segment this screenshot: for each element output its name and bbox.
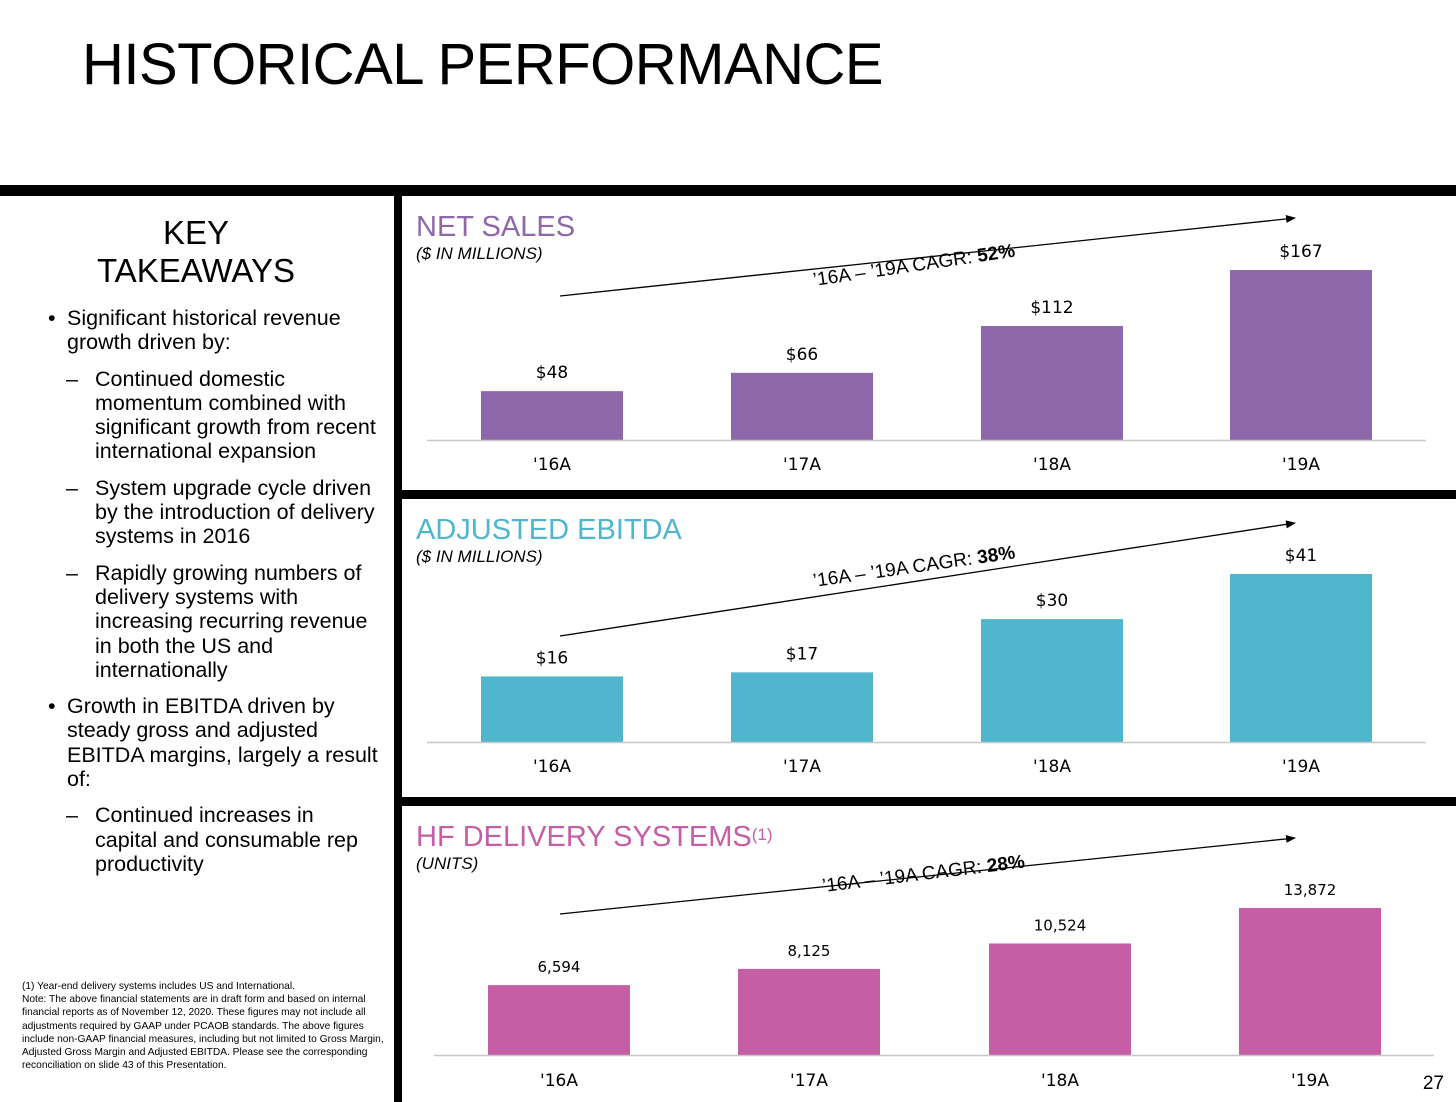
bar-18A [989,943,1131,1055]
page-title: HISTORICAL PERFORMANCE [82,32,884,97]
footnote: (1) Year-end delivery systems includes U… [22,981,384,1072]
category-tick-label: '18A [1041,1071,1079,1091]
dash-marker: – [66,475,78,500]
chart-plot: 6,594 '16A 8,125 '17A 10,524 '18A 13,872 '19A ’1… [434,834,1434,1091]
page-number: 27 [1422,1073,1444,1094]
bar-19A [1230,574,1372,742]
bar-16A [481,391,623,440]
category-tick-label: '16A [540,1071,578,1091]
sub-bullet-item: – Continued increases in capital and cons… [28,803,378,876]
dash-marker: – [66,366,78,391]
cagr-annotation: ’16A – ’19A CAGR: 28% [821,852,1026,897]
bar-16A [488,985,630,1055]
category-tick-label: '17A [783,757,821,777]
bullet-text: System upgrade cycle driven by the intro… [95,475,375,549]
sub-bullet-item: – System upgrade cycle driven by the intr… [28,476,378,549]
cagr-arrow [559,520,1296,637]
bar-17A [731,672,873,742]
key-takeaways-panel: KEY TAKEAWAYS • Significant historical re… [0,196,396,1102]
chart-plot: $48 '16A $66 '17A $112 '18A $167 '19A ’16A – ’19… [427,214,1426,475]
data-label: 13,872 [1284,881,1337,899]
chart-title-superscript: (1) [751,825,773,844]
chart-title: HF DELIVERY SYSTEMS(1) [416,821,773,853]
bullet-text: Growth in EBITDA driven by steady gross … [67,694,378,792]
dash-marker: – [66,803,78,828]
key-takeaways-title-line2: TAKEAWAYS [96,252,296,289]
top-divider [0,185,1456,196]
chart-subtitle: ($ IN MILLIONS) [416,244,543,263]
bar-19A [1239,908,1381,1055]
data-label: $167 [1279,242,1322,262]
category-tick-label: '17A [790,1071,828,1091]
data-label: $41 [1285,546,1317,566]
dash-marker: – [66,560,78,585]
bar-17A [731,372,873,440]
chart-plot: $16 '16A $17 '17A $30 '18A $41 '19A ’16A – ’19A … [427,520,1426,777]
chart-divider-2 [394,797,1456,806]
data-label: $112 [1030,298,1073,318]
sub-bullet-item: – Continued domestic momentum combined wi… [28,367,378,464]
bullet-marker: • [48,694,56,719]
adjusted-ebitda-chart: $16 '16A $17 '17A $30 '18A $41 '19A ’16A – ’19A … [402,499,1456,797]
net-sales-chart: $48 '16A $66 '17A $112 '18A $167 '19A ’16A – ’19… [402,196,1456,490]
data-label: $17 [786,644,818,664]
cagr-value: 28% [986,852,1026,877]
data-label: 6,594 [538,958,581,976]
hf-delivery-systems-chart: 6,594 '16A 8,125 '17A 10,524 '18A 13,872 '19A ’1… [402,806,1456,1102]
bullet-text: Significant historical revenue growth dr… [67,306,341,355]
cagr-arrow [559,214,1296,297]
key-takeaways-title-line1: KEY [162,214,230,251]
category-tick-label: '18A [1033,455,1071,475]
chart-title: NET SALES [416,211,576,243]
sub-bullet-item: – Rapidly growing numbers of delivery sys… [28,561,378,682]
cagr-annotation: ’16A – ’19A CAGR: 52% [812,241,1017,291]
data-label: $48 [536,363,568,383]
chart-subtitle: ($ IN MILLIONS) [416,547,543,566]
bullet-text: Continued increases in capital and consu… [95,803,358,876]
cagr-label: ’16A – ’19A CAGR: [812,246,979,291]
bar-16A [481,676,623,742]
category-tick-label: '19A [1291,1071,1329,1091]
cagr-label: ’16A – ’19A CAGR: [812,548,979,592]
bar-18A [981,619,1123,742]
data-label: $30 [1036,591,1068,611]
category-tick-label: '19A [1282,757,1320,777]
bar-17A [738,968,880,1055]
data-label: 10,524 [1034,916,1087,934]
bullet-marker: • [48,306,56,330]
cagr-value: 38% [976,542,1017,568]
cagr-label: ’16A – ’19A CAGR: [821,856,988,897]
data-label: $16 [536,648,568,668]
chart-divider-1 [394,490,1456,499]
bullet-text: Rapidly growing numbers of delivery syst… [95,560,368,682]
bullet-item: • Growth in EBITDA driven by steady gross… [28,694,378,791]
key-takeaways-title: KEY TAKEAWAYS [0,214,392,290]
category-tick-label: '19A [1282,455,1320,475]
bullet-text: Continued domestic momentum combined wit… [95,366,376,464]
bar-19A [1230,270,1372,440]
chart-title: ADJUSTED EBITDA [416,514,682,546]
category-tick-label: '16A [533,455,571,475]
data-label: $66 [786,345,818,365]
category-tick-label: '18A [1033,757,1071,777]
cagr-value: 52% [976,241,1017,267]
cagr-annotation: ’16A – ’19A CAGR: 38% [812,542,1017,592]
vertical-divider [394,185,402,1102]
category-tick-label: '16A [533,757,571,777]
bullet-item: • Significant historical revenue growth d… [28,306,378,355]
key-takeaways-list: • Significant historical revenue growth d… [28,306,378,888]
data-label: 8,125 [788,942,831,960]
cagr-arrow [559,834,1296,915]
chart-subtitle: (UNITS) [416,854,479,873]
bar-18A [981,325,1123,440]
category-tick-label: '17A [783,455,821,475]
